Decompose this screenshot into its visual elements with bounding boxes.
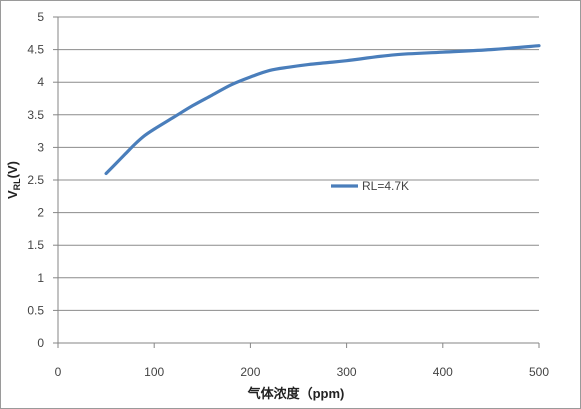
grid-lines [58,16,539,311]
y-tick-label: 1 [37,271,44,285]
legend-label: RL=4.7K [362,179,409,193]
y-tick-label: 4 [37,75,44,89]
y-tick-label: 4.5 [27,43,44,57]
tick-labels: 0 0.5 1 1.5 2 2.5 3 3.5 4 4.5 5 0 100 200 300 400 500 [27,10,549,379]
x-tick-label: 500 [529,365,549,379]
axes [53,16,540,348]
y-tick-label: 2 [37,206,44,220]
y-tick-label: 1.5 [27,238,44,252]
y-tick-label: 0.5 [27,303,44,317]
y-axis-title-unit: (V) [5,161,20,178]
y-tick-label: 3 [37,140,44,154]
y-axis-title: VRL(V) [5,161,22,199]
x-tick-label: 100 [144,365,164,379]
x-tick-label: 200 [240,365,260,379]
y-axis-title-main: V [5,190,20,199]
y-tick-label: 0 [37,336,44,350]
x-axis-title: 气体浓度（ppm) [248,386,345,401]
x-tick-label: 0 [55,365,62,379]
y-tick-label: 3.5 [27,108,44,122]
x-tick-label: 300 [337,365,357,379]
series-line [104,44,541,176]
svg-text:VRL(V): VRL(V) [5,161,22,199]
y-tick-label: 5 [37,10,44,24]
y-tick-label: 2.5 [27,173,44,187]
legend: RL=4.7K [331,179,409,193]
series-lines [104,44,541,176]
y-axis-title-subscript: RL [12,178,22,190]
x-tick-label: 400 [433,365,453,379]
